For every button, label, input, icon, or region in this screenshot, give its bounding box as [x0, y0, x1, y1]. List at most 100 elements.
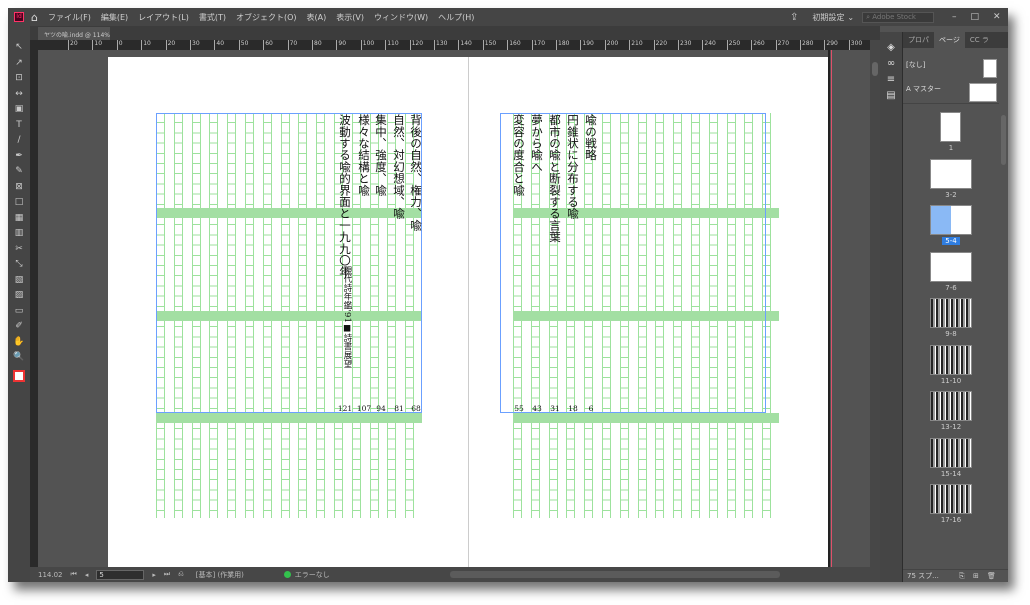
menu-help[interactable]: ヘルプ(H)	[438, 12, 475, 22]
links-icon[interactable]: ∞	[886, 58, 896, 69]
page-number-field[interactable]: 5	[96, 569, 145, 580]
rectangle-icon[interactable]: □	[14, 197, 24, 207]
vertical-ruler[interactable]	[30, 50, 38, 567]
free-transform-icon[interactable]: ⤡	[15, 259, 23, 269]
menu-table[interactable]: 表(A)	[306, 12, 327, 22]
menu-object[interactable]: オブジェクト(O)	[235, 12, 297, 22]
close-button[interactable]: ✕	[993, 12, 1001, 22]
page-thumb-image[interactable]	[930, 158, 972, 189]
pencil-icon[interactable]: ✎	[15, 166, 23, 176]
menu-layout[interactable]: レイアウト(L)	[138, 12, 189, 22]
none-master-label[interactable]: [なし]	[906, 61, 926, 69]
note-icon[interactable]: ▭	[14, 305, 24, 316]
tab-cc-libraries[interactable]: CC ラ	[969, 36, 989, 44]
page-thumb-image[interactable]	[930, 298, 972, 328]
subheading-column: 現代詩年鑑'91■詩書展望	[342, 266, 352, 369]
line-icon[interactable]: /	[17, 135, 21, 145]
stock-search-input[interactable]: ⌕ Adobe Stock	[862, 11, 935, 23]
selection-icon[interactable]: ↖	[15, 42, 23, 52]
preflight-profile[interactable]: [基本] (作業用)	[195, 570, 244, 579]
gap-tool-icon[interactable]: ↔	[15, 88, 23, 99]
page-number: 81	[394, 404, 404, 413]
open-page-icon[interactable]: ⎌	[178, 570, 184, 578]
rectangle-frame-icon[interactable]: ⊠	[15, 181, 23, 192]
minimize-button[interactable]: –	[952, 12, 957, 22]
page-thumbnail[interactable]: 1	[903, 112, 999, 152]
page-thumb-image[interactable]	[930, 251, 972, 282]
horizontal-scrollbar[interactable]	[450, 571, 780, 578]
delete-page-icon[interactable]: 🗑	[987, 572, 996, 580]
page-thumbnail[interactable]: 5-4	[903, 205, 999, 245]
page-thumb-image[interactable]	[930, 437, 972, 468]
zoom-level[interactable]: 114.02	[38, 570, 63, 579]
preflight-status[interactable]: エラーなし	[283, 570, 330, 580]
fill-stroke-swatch[interactable]	[13, 369, 25, 382]
menu-edit[interactable]: 編集(E)	[100, 12, 129, 22]
maximize-button[interactable]: □	[970, 12, 980, 22]
hand-icon[interactable]: ✋	[13, 336, 25, 347]
zoom-icon[interactable]: 🔍	[13, 352, 25, 362]
prev-page-button[interactable]: ◂	[84, 570, 89, 579]
spread-count: 75 スプ...	[907, 572, 939, 580]
page-thumb-image[interactable]	[930, 391, 972, 421]
menu-window[interactable]: ウィンドウ(W)	[373, 12, 429, 22]
page-thumb-image[interactable]	[930, 205, 972, 235]
stroke-icon[interactable]: ≡	[886, 74, 896, 85]
none-master-thumb[interactable]	[983, 59, 997, 78]
a-master-label[interactable]: A マスター	[906, 85, 942, 93]
direct-selection-icon[interactable]: ↗	[15, 57, 23, 68]
pen-icon[interactable]: ✒	[15, 150, 23, 161]
page-thumbnail[interactable]: 3-2	[903, 158, 999, 199]
tab-properties[interactable]: プロパ	[908, 36, 929, 44]
new-page-icon[interactable]: ⊞	[973, 572, 979, 580]
gradient-swatch-icon[interactable]: ▧	[14, 274, 24, 285]
page-thumbnail[interactable]: 7-6	[903, 251, 999, 292]
document-tab[interactable]: ヤツの喩.indd @ 114% ×	[38, 27, 110, 46]
a-master-thumb[interactable]	[969, 83, 997, 102]
left-text-frame[interactable]	[156, 113, 422, 413]
pages-scrollbar[interactable]	[1001, 107, 1007, 537]
frame-grid-icon[interactable]: ▦	[14, 212, 24, 223]
workspace-switcher[interactable]: 初期設定	[812, 12, 845, 22]
ruler-label: 100	[360, 40, 374, 50]
ruler-label: 290	[824, 40, 838, 50]
next-page-button[interactable]: ▸	[152, 570, 156, 579]
ruler-label: 80	[312, 40, 322, 50]
eyedropper-icon[interactable]: ✐	[15, 321, 23, 331]
gradient-feather-icon[interactable]: ▨	[14, 290, 24, 300]
page-thumb-image[interactable]	[940, 112, 961, 142]
share-icon[interactable]: ⇪	[790, 11, 799, 23]
first-page-button[interactable]: ⏮	[70, 570, 77, 578]
page-thumb-image[interactable]	[930, 344, 972, 375]
ruler-label: 40	[214, 40, 224, 50]
page-thumbnail[interactable]: 9-8	[903, 298, 999, 338]
page-thumbnail[interactable]: 17-16	[903, 484, 999, 524]
page-tool-icon[interactable]: ⊡	[15, 73, 23, 83]
last-page-button[interactable]: ⏭	[163, 570, 171, 578]
page-thumbnail[interactable]: 13-12	[903, 391, 999, 431]
grid-icon[interactable]: ▥	[14, 228, 24, 238]
tab-pages[interactable]: ページ	[934, 32, 965, 48]
menu-view[interactable]: 表示(V)	[336, 12, 364, 22]
edit-page-size-icon[interactable]: ⎘	[959, 572, 965, 580]
pages-panel: プロパ ページ CC ラ [なし] A マスター 1 3-2 5-4 7-6 9-8 11…	[902, 32, 1008, 582]
ruler-label: 70	[287, 40, 297, 50]
ruler-label: 300	[848, 40, 862, 50]
layers-icon[interactable]: ◈	[887, 42, 895, 53]
page-thumb-image[interactable]	[930, 484, 972, 514]
scissors-icon[interactable]: ✂	[15, 243, 23, 254]
content-collector-icon[interactable]: ▣	[14, 104, 24, 114]
scroll-thumb[interactable]	[872, 62, 878, 76]
document-canvas[interactable]: 背後の自然、権力、喩 自然、対幻想域、喩 集中、強度、喩 様々な結構と喩 波動する喩的界…	[38, 50, 870, 567]
heading-column: 喩の戦略	[584, 114, 598, 161]
home-icon[interactable]: ⌂	[31, 10, 38, 24]
type-icon[interactable]: T	[16, 119, 22, 130]
menu-type[interactable]: 書式(T)	[198, 12, 226, 22]
vertical-scrollbar[interactable]	[870, 40, 880, 567]
swatches-icon[interactable]: ▤	[886, 90, 896, 101]
page-thumbnail[interactable]: 15-14	[903, 437, 999, 478]
horizontal-ruler[interactable]: 20 10 0 10 20 30 40 50 60 70 80 90 100 110 120 130 140 15…	[30, 40, 870, 50]
right-text-frame[interactable]	[500, 113, 766, 413]
menu-file[interactable]: ファイル(F)	[47, 12, 91, 22]
page-thumbnail[interactable]: 11-10	[903, 344, 999, 385]
